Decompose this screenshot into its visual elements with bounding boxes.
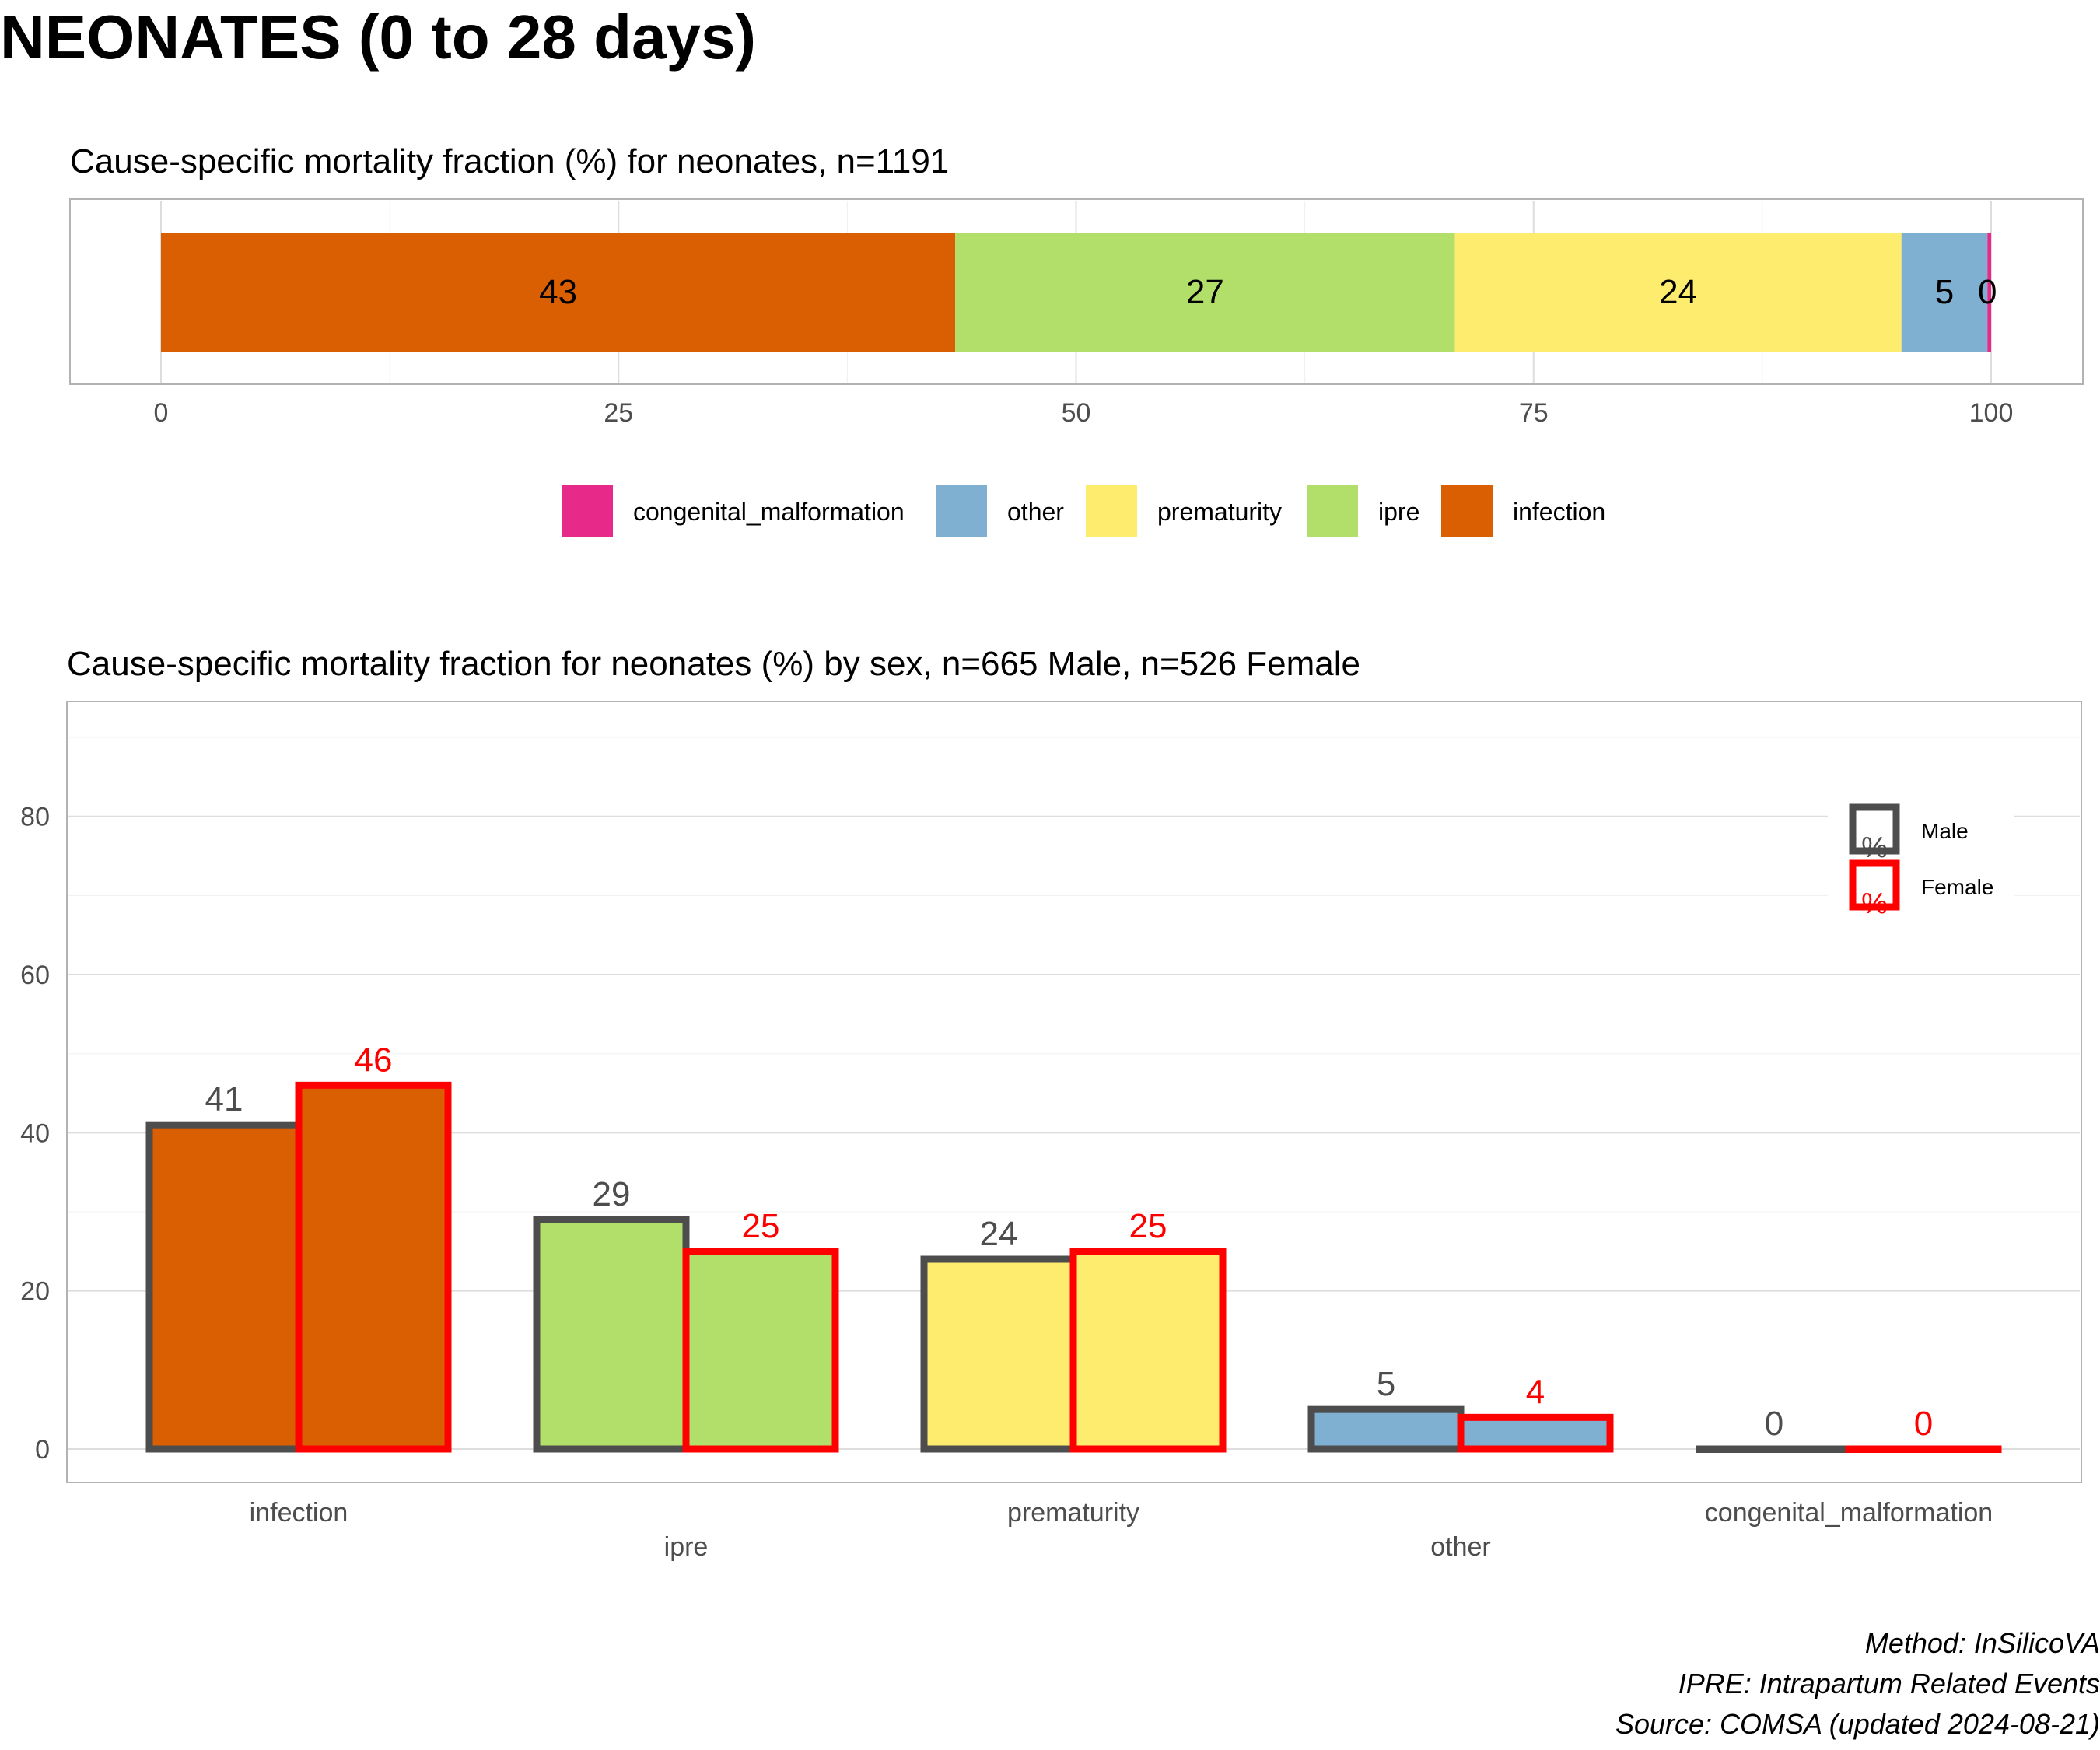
chart1-legend-label-other: other [1007, 498, 1064, 526]
chart2-x-tick-label: congenital_malformation [1705, 1498, 1993, 1528]
chart1-label-infection: 43 [539, 273, 577, 311]
chart1-legend-key-infection [1441, 485, 1493, 537]
chart1-legend-key-other [936, 485, 987, 537]
chart2-legend-key-symbol: % [1861, 831, 1888, 864]
chart2-legend-label-male: Male [1921, 819, 1969, 843]
chart1-tick-label: 25 [604, 398, 633, 428]
chart-cause-specific-overall: Cause-specific mortality fraction (%) fo… [69, 142, 2084, 537]
chart2-x-tick-label: infection [250, 1498, 348, 1528]
chart2-legend-key-symbol: % [1861, 887, 1888, 920]
chart2-label-female-infection: 46 [355, 1041, 393, 1079]
chart2-legend-key-male [1849, 803, 1900, 855]
chart2-bar-female-prematurity [1069, 1248, 1227, 1453]
chart2-bar-male-prematurity [920, 1255, 1077, 1453]
chart1-label-prematurity: 24 [1659, 273, 1697, 311]
chart1-legend-label-infection: infection [1513, 498, 1605, 526]
chart2-y-tick-label: 20 [20, 1277, 50, 1307]
chart2-bar-female-infection [295, 1081, 452, 1453]
chart2-y-tick-label: 80 [20, 803, 50, 832]
chart2-label-female-congenital_malformation: 0 [1914, 1405, 1933, 1443]
chart2-x-tick-label: other [1430, 1532, 1491, 1562]
chart2-x-tick-label: ipre [664, 1532, 709, 1562]
chart1-legend-key-prematurity [1086, 485, 1137, 537]
chart2-bar-male-infection [145, 1121, 303, 1453]
chart2-legend-label-female: Female [1921, 875, 1993, 899]
chart2-label-female-prematurity: 25 [1129, 1207, 1167, 1245]
chart1-label-congenital_malformation: 0 [1978, 273, 1997, 311]
chart1-label-other: 5 [1935, 273, 1954, 311]
chart1-legend-key-congenital_malformation [562, 485, 613, 537]
footer-method: Method: InSilicoVA [1864, 1627, 2100, 1659]
chart2-label-female-ipre: 25 [742, 1207, 780, 1245]
chart1-label-ipre: 27 [1186, 273, 1224, 311]
chart1-tick-label: 75 [1519, 398, 1549, 428]
chart2-label-female-other: 4 [1526, 1373, 1545, 1411]
chart-cause-specific-by-sex: Cause-specific mortality fraction for ne… [20, 645, 2082, 1562]
chart1-tick-label: 100 [1969, 398, 2014, 428]
chart1-legend-label-prematurity: prematurity [1157, 498, 1282, 526]
chart2-bar-female-ipre [682, 1248, 839, 1453]
footer-source: Source: COMSA (updated 2024-08-21) [1615, 1708, 2100, 1740]
chart2-title: Cause-specific mortality fraction for ne… [67, 645, 1360, 683]
chart1-title: Cause-specific mortality fraction (%) fo… [70, 142, 949, 180]
chart2-bar-male-ipre [533, 1216, 690, 1453]
chart2-bar-female-other [1457, 1413, 1614, 1453]
chart1-bar-ipre [955, 233, 1455, 352]
chart1-tick-label: 0 [154, 398, 169, 428]
footer-ipre-note: IPRE: Intrapartum Related Events [1678, 1668, 2100, 1699]
chart1-bar-prematurity [1454, 233, 1902, 352]
chart2-label-male-prematurity: 24 [980, 1215, 1018, 1253]
chart2-label-male-infection: 41 [205, 1080, 243, 1118]
chart2-x-tick-label: prematurity [1007, 1498, 1139, 1528]
page-title: NEONATES (0 to 28 days) [0, 2, 757, 72]
chart1-bar-congenital_malformation [1987, 233, 1991, 352]
chart2-y-tick-label: 40 [20, 1118, 50, 1148]
chart1-bar-infection [161, 233, 956, 352]
chart2-label-male-ipre: 29 [593, 1175, 631, 1213]
chart2-bar-female-congenital_malformation [1845, 1445, 2002, 1453]
chart2-legend-key-female [1849, 859, 1900, 911]
chart2-bar-male-other [1307, 1405, 1465, 1453]
chart1-legend-label-congenital_malformation: congenital_malformation [633, 498, 905, 526]
chart1-legend-label-ipre: ipre [1378, 498, 1419, 526]
chart1-bar-other [1901, 233, 1988, 352]
chart2-y-tick-label: 0 [35, 1435, 50, 1465]
chart1-tick-label: 50 [1062, 398, 1091, 428]
chart2-bar-male-congenital_malformation [1696, 1445, 1853, 1453]
chart1-legend-key-ipre [1307, 485, 1358, 537]
chart2-label-male-other: 5 [1377, 1365, 1395, 1403]
chart2-label-male-congenital_malformation: 0 [1765, 1405, 1783, 1443]
chart2-y-tick-label: 60 [20, 961, 50, 990]
